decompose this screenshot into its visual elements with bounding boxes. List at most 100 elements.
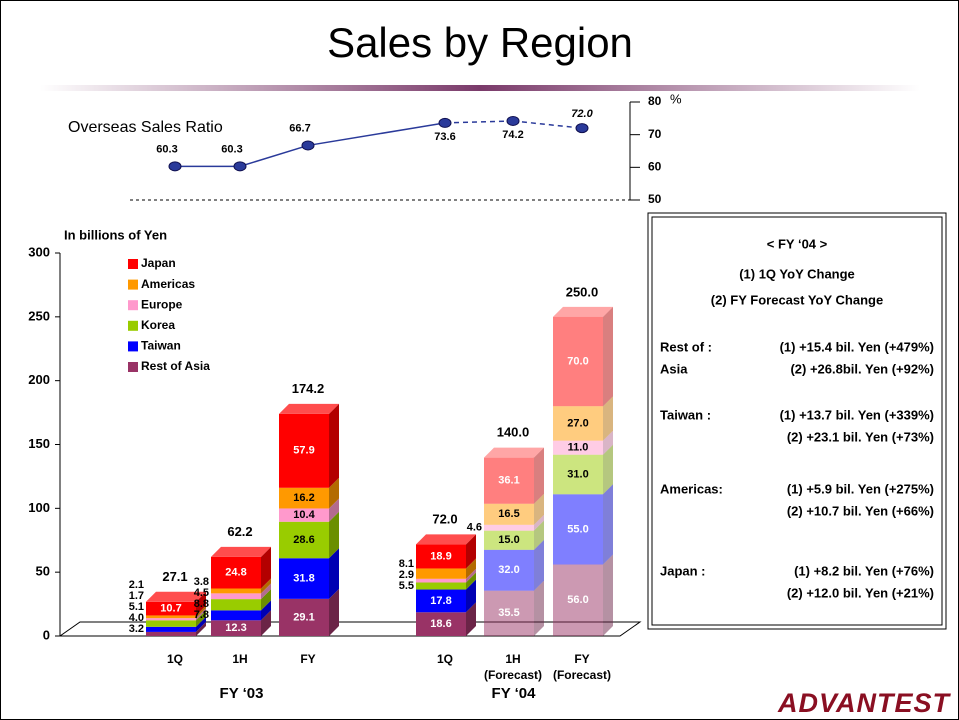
bar-segment [146, 620, 196, 627]
y-axis-title: In billions of Yen [64, 227, 167, 242]
total-label: 72.0 [432, 512, 457, 527]
legend-swatch [128, 279, 138, 290]
bar-top [146, 591, 206, 602]
bar-side [603, 484, 613, 565]
data-label: 18.6 [430, 618, 451, 630]
bar-side [196, 610, 206, 627]
data-label: 70.0 [567, 355, 588, 367]
bar-side [261, 589, 271, 611]
data-label: 10.4 [293, 509, 315, 521]
legend-swatch [128, 300, 138, 311]
bar-segment [416, 568, 466, 579]
data-label: 17.8 [430, 595, 451, 607]
info-line: (1) +15.4 bil. Yen (+479%) [780, 339, 934, 354]
line-point [506, 115, 520, 126]
bar-side [603, 554, 613, 636]
data-label: 5.1 [129, 601, 144, 613]
bar-segment [416, 582, 466, 590]
data-label: 29.1 [293, 611, 314, 623]
data-label: 10.7 [160, 603, 181, 615]
title-rule [40, 85, 920, 91]
data-label: 56.0 [567, 594, 588, 606]
data-label: 12.3 [225, 622, 246, 634]
data-label: 36.1 [498, 475, 519, 487]
bar-side [261, 578, 271, 594]
bar-side [534, 539, 544, 591]
info-box-inner [651, 216, 943, 626]
bar-segment [279, 521, 329, 559]
bar-segment [211, 593, 261, 600]
data-label: 4.0 [129, 612, 144, 624]
bar-side [329, 403, 339, 488]
bar-side [534, 493, 544, 525]
data-label: 3.2 [129, 623, 144, 635]
info-region: Japan : [660, 563, 706, 578]
legend-label: Taiwan [141, 339, 181, 353]
data-label: 5.5 [399, 580, 414, 592]
data-label: 31.0 [567, 468, 588, 480]
y-tick-label: 0 [43, 627, 50, 642]
bar-segment [553, 454, 603, 495]
x-tick-label: 1Q [167, 652, 183, 666]
bar-segment [484, 549, 534, 591]
line-point [301, 140, 315, 151]
bar-segment [553, 440, 603, 455]
info-line: (1) +5.9 bil. Yen (+275%) [787, 481, 934, 496]
bar-segment [484, 457, 534, 504]
data-label: 15.0 [498, 534, 519, 546]
bar-side [466, 558, 476, 579]
data-label: 16.5 [498, 508, 519, 520]
legend-label: Europe [141, 297, 183, 311]
legend-swatch [128, 259, 138, 269]
total-label: 250.0 [566, 284, 599, 299]
bar-side [196, 608, 206, 621]
bar-segment [146, 631, 196, 636]
legend-label: Korea [141, 318, 175, 332]
bar-side [534, 514, 544, 531]
x-tick-label: FY [300, 652, 315, 666]
info-box-outer [647, 212, 947, 630]
bar-segment [416, 544, 466, 569]
bar-side [261, 610, 271, 636]
bar-side [196, 616, 206, 632]
bar-side [196, 605, 206, 619]
bar-top [279, 403, 339, 414]
data-label: 4.5 [194, 587, 209, 599]
bar-segment [211, 610, 261, 621]
bar-side [603, 306, 613, 407]
info-line: (2) +10.7 bil. Yen (+66%) [787, 503, 934, 518]
group-label: FY ‘04 [492, 685, 537, 702]
line-segment [512, 120, 583, 129]
info-region: Asia [660, 361, 688, 376]
data-label: 32.0 [498, 564, 519, 576]
bar-side [329, 588, 339, 636]
info-line: (2) +12.0 bil. Yen (+21%) [787, 585, 934, 600]
data-label: 57.9 [293, 445, 314, 457]
point-label: 73.6 [434, 131, 455, 143]
bar-segment [553, 564, 603, 636]
bar-segment [146, 618, 196, 621]
bar-segment [279, 558, 329, 599]
x-tick-label: 1H [232, 652, 247, 666]
bar-side [329, 548, 339, 599]
bar-segment [553, 316, 603, 407]
bar-segment [146, 626, 196, 632]
y-tick-label: 200 [28, 372, 50, 387]
line-point [168, 161, 182, 172]
line-point [438, 117, 452, 128]
point-label: 60.3 [156, 143, 177, 155]
y2-tick-label: 70 [648, 127, 662, 141]
info-line: (1) +13.7 bil. Yen (+339%) [780, 407, 934, 422]
bar-segment [279, 413, 329, 488]
legend-label: Rest of Asia [141, 359, 210, 373]
legend-swatch [128, 320, 138, 331]
bar-side [261, 583, 271, 600]
bar-segment [146, 601, 196, 616]
line-segment [239, 144, 309, 168]
data-label: 31.8 [293, 572, 314, 584]
bar-side [466, 572, 476, 590]
data-label: 2.1 [129, 579, 144, 591]
legend-swatch [128, 341, 138, 352]
